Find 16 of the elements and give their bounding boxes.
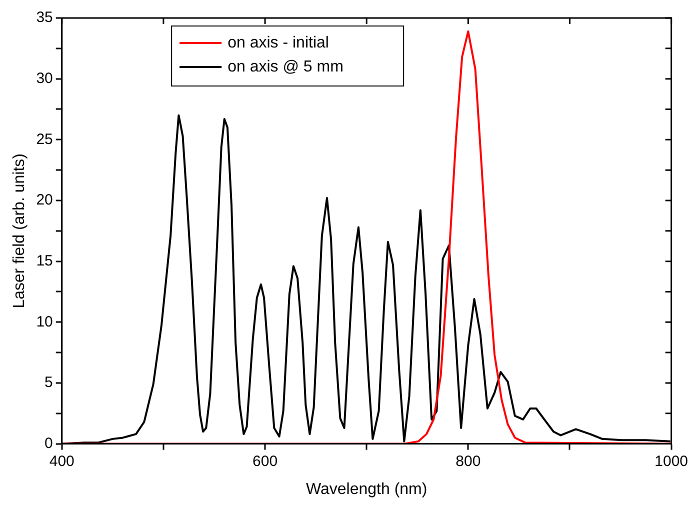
y-axis-title: Laser field (arb. units) <box>11 154 28 308</box>
x-axis-title: Wavelength (nm) <box>306 480 428 498</box>
y-tick-label: 30 <box>36 70 53 87</box>
y-tick-label: 0 <box>44 434 53 452</box>
y-tick-label: 20 <box>36 192 53 209</box>
x-tick-label: 1000 <box>654 452 688 470</box>
x-tick-label: 400 <box>49 452 74 470</box>
legend-label: on axis - initial <box>228 34 329 52</box>
x-tick-label: 600 <box>252 452 278 470</box>
legend-label: on axis @ 5 mm <box>228 58 344 76</box>
y-tick-label: 35 <box>36 9 53 26</box>
y-tick-label: 5 <box>44 374 53 392</box>
y-tick-label: 15 <box>36 252 53 270</box>
x-tick-label: 800 <box>456 452 481 470</box>
y-tick-label: 10 <box>36 313 53 330</box>
y-tick-label: 25 <box>36 130 53 148</box>
